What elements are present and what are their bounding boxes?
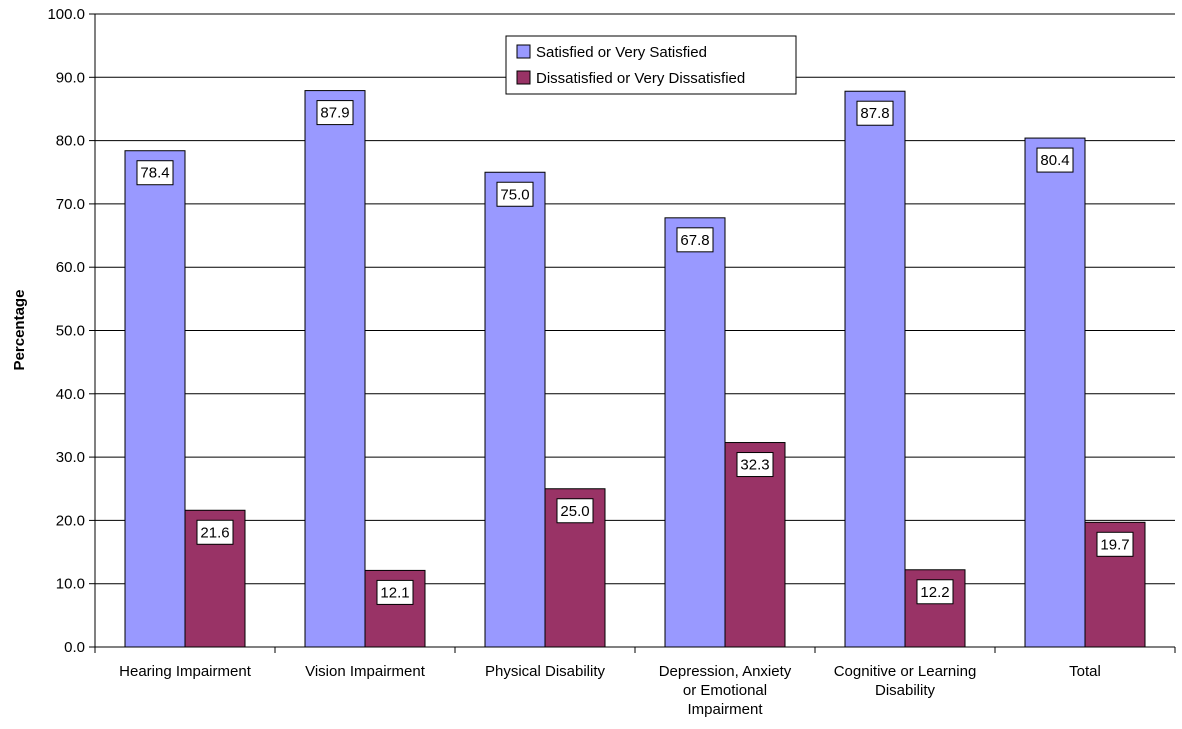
data-label: 32.3: [740, 457, 769, 474]
bar-satisfied: [124, 150, 186, 648]
y-tick-label: 10.0: [56, 576, 85, 593]
x-category-label: Disability: [875, 682, 936, 699]
data-label: 19.7: [1100, 536, 1129, 553]
axes: [89, 13, 1176, 653]
gridlines: [95, 13, 1175, 585]
data-label-box: [676, 227, 714, 253]
data-label: 67.8: [680, 232, 709, 249]
data-label: 78.4: [140, 165, 169, 182]
data-label: 87.9: [320, 105, 349, 122]
y-tick-label: 30.0: [56, 449, 85, 466]
y-tick-label: 70.0: [56, 196, 85, 213]
bar-satisfied: [844, 90, 906, 648]
legend-box: [505, 35, 797, 95]
data-label-box: [736, 452, 774, 478]
legend: Satisfied or Very Satisfied Dissatisfied…: [505, 35, 797, 95]
data-label: 75.0: [500, 186, 529, 203]
x-category-label: Depression, Anxiety: [659, 663, 792, 680]
y-tick-labels: 0.0 10.0 20.0 30.0 40.0 50.0 60.0 70.0 80.0 90.0 1…: [47, 6, 85, 656]
x-category-label: Impairment: [687, 701, 763, 718]
legend-label-satisfied: Satisfied or Very Satisfied: [536, 44, 707, 61]
data-label-box: [856, 100, 894, 126]
x-category-label: Vision Impairment: [305, 663, 426, 680]
data-label-box: [1036, 147, 1074, 173]
y-tick-label: 60.0: [56, 259, 85, 276]
data-label: 25.0: [560, 503, 589, 520]
legend-swatch-satisfied: [516, 44, 531, 59]
y-axis-title: Percentage: [11, 290, 28, 371]
data-label: 80.4: [1040, 152, 1069, 169]
data-label-box: [376, 579, 414, 605]
bar-satisfied: [484, 171, 546, 648]
y-tick-label: 80.0: [56, 133, 85, 150]
x-category-label: Total: [1069, 663, 1101, 680]
y-tick-label: 0.0: [64, 639, 85, 656]
data-label-box: [316, 100, 354, 126]
legend-label-dissatisfied: Dissatisfied or Very Dissatisfied: [536, 70, 745, 87]
data-label: 12.1: [380, 584, 409, 601]
bar-dissatisfied: [724, 442, 786, 648]
bar-satisfied: [664, 217, 726, 648]
y-tick-label: 100.0: [47, 6, 85, 23]
data-label: 21.6: [200, 524, 229, 541]
bar-satisfied: [1024, 137, 1086, 648]
x-category-label: Cognitive or Learning: [834, 663, 977, 680]
y-tick-label: 20.0: [56, 512, 85, 529]
x-category-labels: Hearing Impairment Vision Impairment Physi…: [119, 663, 1101, 718]
y-tick-label: 50.0: [56, 323, 85, 340]
data-label-box: [556, 498, 594, 524]
data-label-box: [496, 181, 534, 207]
bar-satisfied: [304, 90, 366, 648]
data-label-box: [196, 519, 234, 545]
bars: [124, 90, 1146, 648]
legend-swatch-dissatisfied: [516, 70, 531, 85]
data-labels: 78.4 21.6 87.9 12.1 75.0 25.0 67.8 32.3 87.8 12.2…: [136, 100, 1134, 605]
data-label-box: [1096, 531, 1134, 557]
x-category-label: Physical Disability: [485, 663, 606, 680]
data-label: 87.8: [860, 105, 889, 122]
data-label: 12.2: [920, 584, 949, 601]
y-tick-label: 90.0: [56, 69, 85, 86]
data-label-box: [916, 579, 954, 605]
x-category-label: Hearing Impairment: [119, 663, 252, 680]
y-tick-label: 40.0: [56, 386, 85, 403]
data-label-box: [136, 160, 174, 186]
x-category-label: or Emotional: [683, 682, 767, 699]
